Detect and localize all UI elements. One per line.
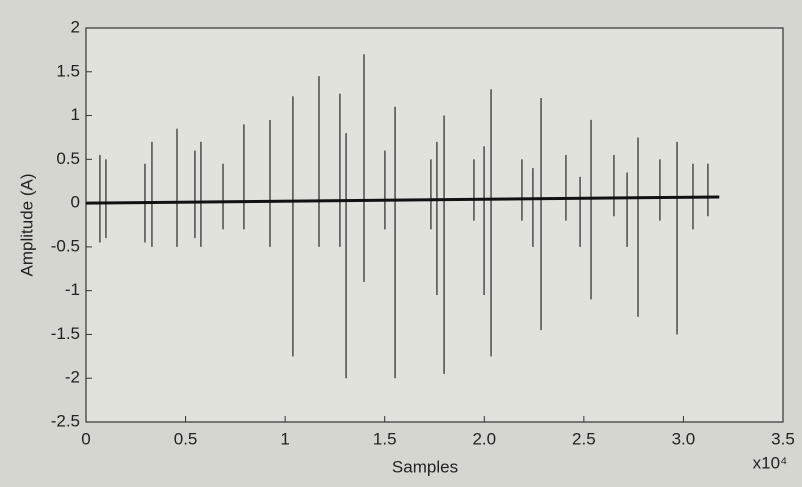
x-tick-label: 1.5	[373, 429, 397, 448]
x-tick-label: 3.0	[672, 429, 696, 448]
y-tick-label: -1	[65, 280, 80, 299]
y-tick-label: -2.5	[51, 411, 80, 430]
x-tick-label: 3.5	[771, 429, 795, 448]
y-tick-label: -0.5	[51, 236, 80, 255]
y-tick-label: 0	[71, 193, 80, 212]
baseline	[85, 195, 720, 205]
x-tick-label: 0.5	[174, 429, 198, 448]
y-axis-label: Amplitude (A)	[17, 174, 36, 277]
y-tick-label: 1.5	[56, 61, 80, 80]
y-tick-label: 0.5	[56, 149, 80, 168]
y-tick-label: 2	[71, 17, 80, 36]
y-tick-label: 1	[71, 105, 80, 124]
x-tick-label: 2.5	[572, 429, 596, 448]
x-tick-label: 1	[280, 429, 289, 448]
y-tick-label: -1.5	[51, 324, 80, 343]
x-exponent: x10⁴	[753, 453, 788, 472]
x-tick-label: 0	[81, 429, 90, 448]
y-tick-label: -2	[65, 368, 80, 387]
x-axis-label: Samples	[392, 457, 458, 476]
x-tick-label: 2.0	[472, 429, 496, 448]
plot-area	[85, 27, 784, 423]
